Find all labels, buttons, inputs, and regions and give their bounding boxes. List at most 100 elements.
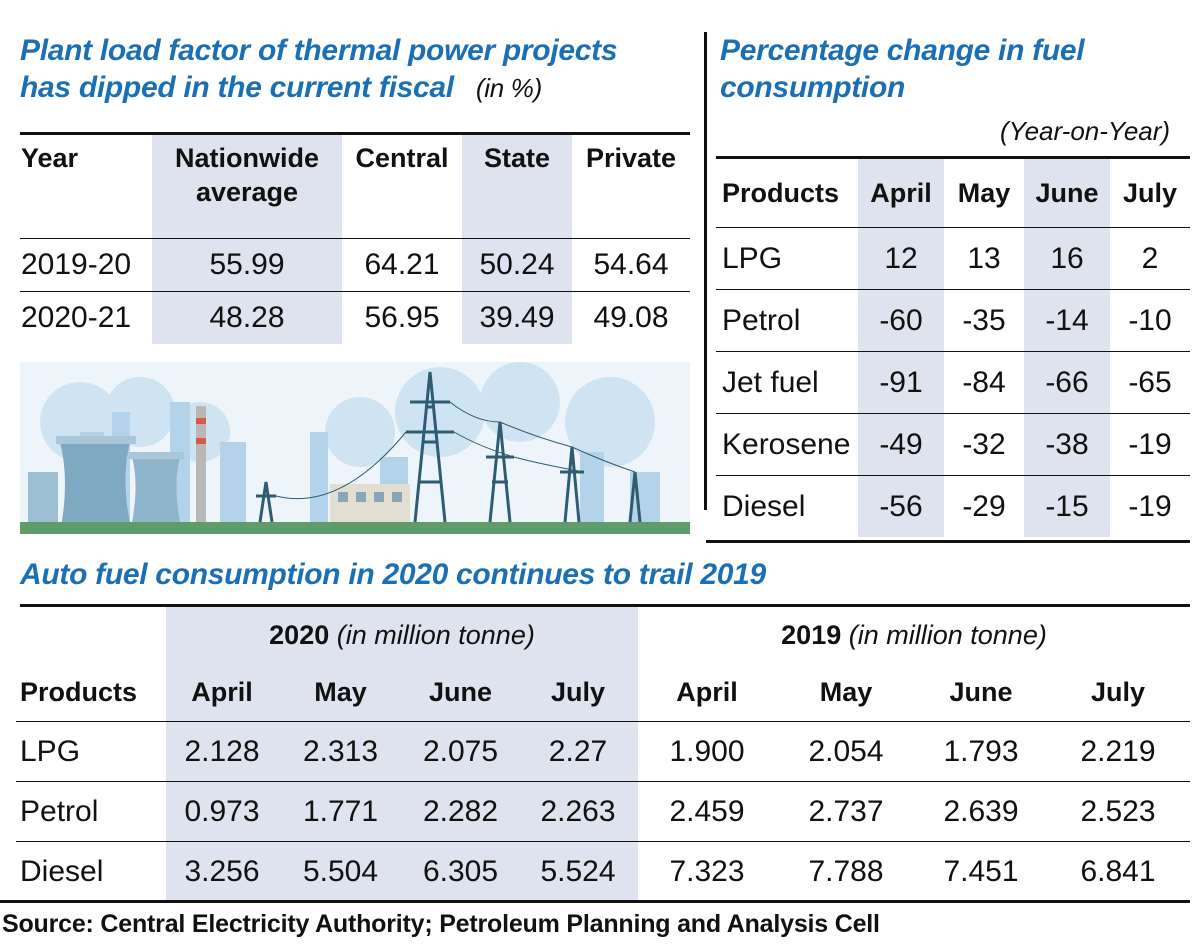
auto-fuel-value: 1.771 bbox=[278, 781, 403, 842]
plf-cell-value: 64.21 bbox=[364, 248, 440, 281]
fuel-change-header-may: May bbox=[957, 177, 1011, 208]
plf-row-2020-21: 2020-21 48.28 56.95 39.49 49.08 bbox=[20, 291, 690, 344]
auto-fuel-table: 2020 (in million tonne) 2019 (in million… bbox=[16, 607, 1190, 901]
source-note: Source: Central Electricity Authority; P… bbox=[2, 910, 880, 938]
auto-fuel-value: 0.973 bbox=[166, 781, 278, 842]
fuel-change-subtitle: (Year-on-Year) bbox=[1000, 116, 1171, 146]
auto-fuel-value: 7.788 bbox=[808, 854, 884, 888]
plf-cell-value: 54.64 bbox=[593, 248, 669, 281]
auto-fuel-value: 6.841 bbox=[1080, 854, 1156, 888]
fuel-change-product: Diesel bbox=[722, 489, 806, 523]
auto-fuel-value: 2.737 bbox=[808, 794, 884, 828]
fuel-change-value: 16 bbox=[1024, 227, 1110, 290]
fuel-change-header-row: Products April May June July bbox=[716, 159, 1190, 228]
plf-cell-value: 56.95 bbox=[364, 301, 440, 334]
plf-header-year: Year bbox=[21, 143, 79, 173]
plf-header-nationwide: Nationwide average bbox=[152, 135, 342, 239]
auto-fuel-value: 2.459 bbox=[669, 794, 745, 828]
panel2-bottom-rule bbox=[706, 540, 1190, 543]
auto-fuel-top-rule bbox=[20, 604, 1190, 607]
auto-fuel-value: 5.524 bbox=[518, 841, 638, 901]
fuel-change-value: -60 bbox=[858, 289, 944, 352]
plf-cell-value: 55.99 bbox=[152, 238, 342, 292]
auto-fuel-value: 3.256 bbox=[166, 841, 278, 901]
fuel-change-title-line1: Percentage change in fuel bbox=[720, 34, 1085, 67]
auto-fuel-group-row: 2020 (in million tonne) 2019 (in million… bbox=[16, 607, 1190, 663]
auto-fuel-value: 2.054 bbox=[808, 734, 884, 768]
auto-fuel-value: 2.282 bbox=[403, 781, 518, 842]
auto-fuel-value: 7.323 bbox=[669, 854, 745, 888]
fuel-change-title: Percentage change in fuel consumption bbox=[720, 32, 1190, 106]
panel-divider bbox=[704, 32, 707, 510]
auto-fuel-header-row: Products April May June July April May J… bbox=[16, 663, 1190, 722]
auto-fuel-group-2019-unit: (in million tonne) bbox=[848, 619, 1047, 650]
plf-title-line2-wrap: has dipped in the current fiscal (in %) bbox=[20, 69, 690, 107]
fuel-change-value: -19 bbox=[1128, 489, 1172, 523]
fuel-change-row-kerosene: Kerosene -49 -32 -38 -19 bbox=[716, 413, 1190, 476]
plf-unit: (in %) bbox=[475, 73, 542, 103]
auto-fuel-header-2019-april: April bbox=[676, 676, 738, 707]
auto-fuel-group-2020-unit: (in million tonne) bbox=[336, 619, 535, 650]
auto-fuel-header-2020-may: May bbox=[278, 663, 403, 722]
fuel-change-value: -91 bbox=[858, 351, 944, 414]
plf-top-rule bbox=[20, 132, 690, 135]
auto-fuel-group-spacer bbox=[16, 607, 166, 663]
fuel-change-product: Jet fuel bbox=[722, 365, 819, 399]
fuel-change-row-diesel: Diesel -56 -29 -15 -19 bbox=[716, 475, 1190, 537]
fuel-change-value: -19 bbox=[1128, 427, 1172, 461]
fuel-change-product: Kerosene bbox=[722, 427, 851, 461]
auto-fuel-value: 1.900 bbox=[669, 734, 745, 768]
auto-fuel-header-products: Products bbox=[20, 676, 138, 707]
auto-fuel-value: 2.313 bbox=[278, 721, 403, 782]
plf-cell-value: 50.24 bbox=[462, 238, 572, 292]
auto-fuel-value: 2.263 bbox=[518, 781, 638, 842]
fuel-change-value: -84 bbox=[962, 365, 1006, 399]
plf-header-row: Year Nationwide average Central State Pr… bbox=[20, 135, 690, 239]
fuel-change-value: 13 bbox=[967, 241, 1001, 275]
fuel-change-value: -38 bbox=[1024, 413, 1110, 476]
auto-fuel-group-2020: 2020 (in million tonne) bbox=[166, 607, 638, 663]
fuel-change-top-rule bbox=[716, 156, 1190, 159]
auto-fuel-row-lpg: LPG 2.128 2.313 2.075 2.27 1.900 2.054 1… bbox=[16, 721, 1190, 782]
auto-fuel-value: 2.27 bbox=[518, 721, 638, 782]
fuel-change-value: -10 bbox=[1128, 303, 1172, 337]
auto-fuel-value: 1.793 bbox=[943, 734, 1019, 768]
fuel-change-header-april: April bbox=[858, 159, 944, 228]
auto-fuel-value: 5.504 bbox=[278, 841, 403, 901]
plf-cell-value: 49.08 bbox=[593, 301, 669, 334]
auto-fuel-value: 2.523 bbox=[1080, 794, 1156, 828]
auto-fuel-product: Diesel bbox=[20, 854, 104, 888]
auto-fuel-product: LPG bbox=[20, 734, 81, 768]
auto-fuel-value: 2.128 bbox=[166, 721, 278, 782]
auto-fuel-header-2019-july: July bbox=[1090, 676, 1146, 707]
fuel-change-header-june: June bbox=[1024, 159, 1110, 228]
auto-fuel-header-2019-may: May bbox=[819, 676, 873, 707]
auto-fuel-header-2020-july: July bbox=[518, 663, 638, 722]
auto-fuel-value: 2.075 bbox=[403, 721, 518, 782]
plf-cell-value: 48.28 bbox=[152, 291, 342, 344]
auto-fuel-group-2019-year: 2019 bbox=[781, 619, 842, 650]
fuel-change-header-july: July bbox=[1122, 177, 1178, 208]
plf-row-2019-20: 2019-20 55.99 64.21 50.24 54.64 bbox=[20, 238, 690, 292]
auto-fuel-product: Petrol bbox=[20, 794, 99, 828]
auto-fuel-group-2020-year: 2020 bbox=[269, 619, 330, 650]
fuel-change-value: -56 bbox=[858, 475, 944, 537]
auto-fuel-bottom-rule bbox=[0, 900, 1190, 903]
fuel-change-value: -14 bbox=[1024, 289, 1110, 352]
fuel-change-product: Petrol bbox=[722, 303, 801, 337]
auto-fuel-group-2019: 2019 (in million tonne) bbox=[638, 607, 1190, 663]
fuel-change-row-jet-fuel: Jet fuel -91 -84 -66 -65 bbox=[716, 351, 1190, 414]
plf-title-line2: has dipped in the current fiscal bbox=[20, 71, 454, 104]
fuel-change-value: -29 bbox=[962, 489, 1006, 523]
fuel-change-value: -49 bbox=[858, 413, 944, 476]
plf-cell-value: 39.49 bbox=[462, 291, 572, 344]
plf-cell-year: 2020-21 bbox=[21, 301, 132, 334]
plf-cell-year: 2019-20 bbox=[21, 248, 132, 281]
fuel-change-title-line2: consumption bbox=[720, 71, 906, 104]
plf-title: Plant load factor of thermal power proje… bbox=[20, 32, 690, 107]
fuel-change-value: -32 bbox=[962, 427, 1006, 461]
auto-fuel-header-2019-june: June bbox=[949, 676, 1013, 707]
plf-header-private: Private bbox=[585, 143, 677, 173]
auto-fuel-row-petrol: Petrol 0.973 1.771 2.282 2.263 2.459 2.7… bbox=[16, 781, 1190, 842]
fuel-change-header-products: Products bbox=[722, 177, 840, 208]
